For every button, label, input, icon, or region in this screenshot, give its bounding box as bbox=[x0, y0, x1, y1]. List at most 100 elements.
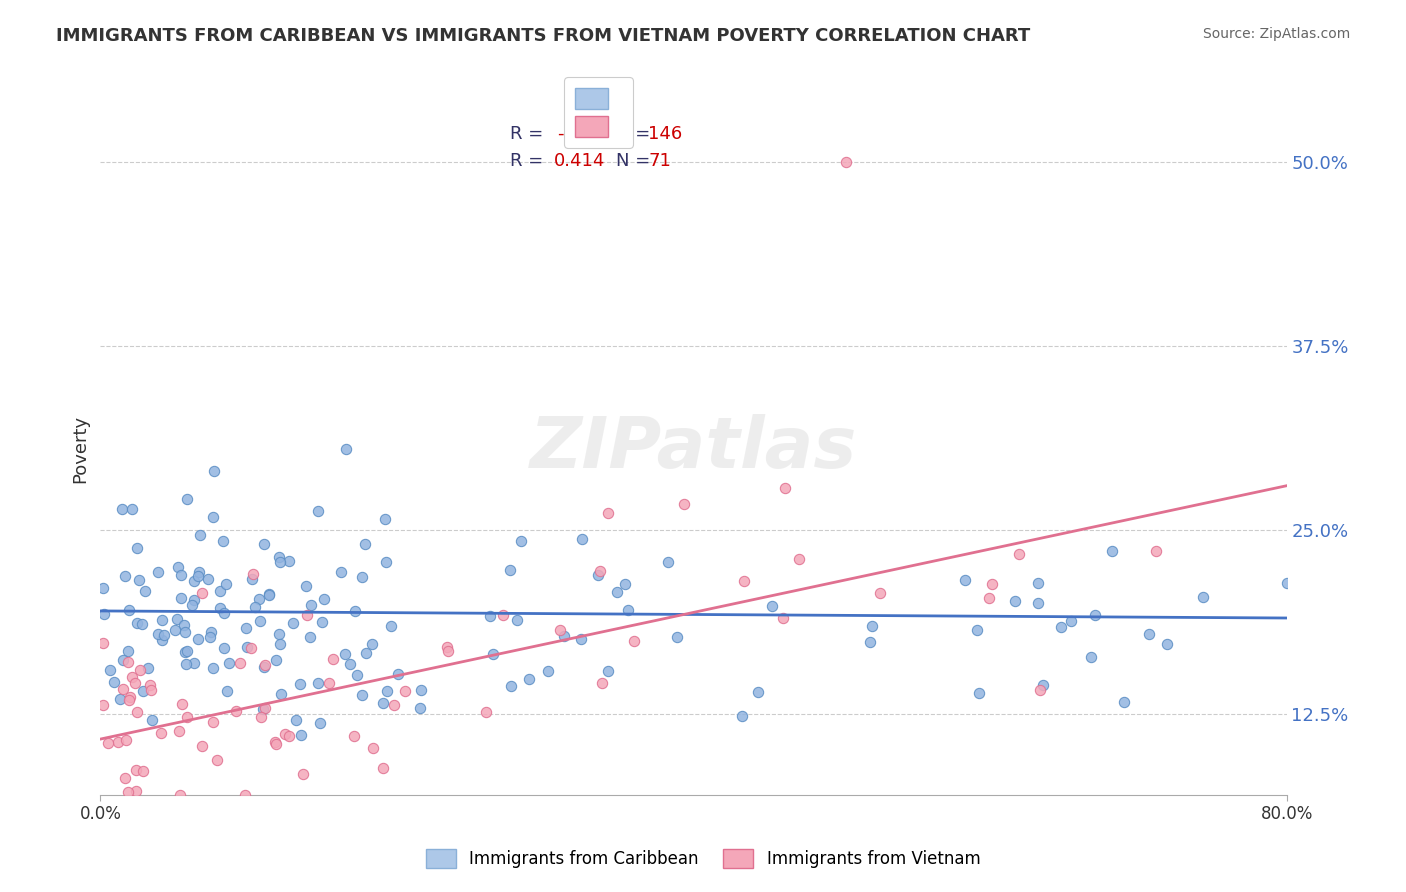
Point bbox=[117, 644, 139, 658]
Point bbox=[537, 665, 560, 679]
Point bbox=[91, 582, 114, 596]
Point bbox=[107, 735, 129, 749]
Point bbox=[183, 593, 205, 607]
Point bbox=[245, 599, 267, 614]
Point bbox=[501, 679, 523, 693]
Point bbox=[436, 640, 458, 654]
Point bbox=[1137, 626, 1160, 640]
Text: IMMIGRANTS FROM CARIBBEAN VS IMMIGRANTS FROM VIETNAM POVERTY CORRELATION CHART: IMMIGRANTS FROM CARIBBEAN VS IMMIGRANTS … bbox=[56, 27, 1031, 45]
Point bbox=[264, 737, 287, 751]
Point bbox=[191, 586, 214, 600]
Point bbox=[361, 740, 384, 755]
Point bbox=[371, 696, 394, 710]
Point bbox=[252, 537, 274, 551]
Point bbox=[761, 599, 783, 613]
Point bbox=[188, 528, 211, 542]
Point bbox=[380, 619, 402, 633]
Point bbox=[499, 563, 522, 577]
Point bbox=[506, 613, 529, 627]
Point bbox=[253, 657, 276, 672]
Point bbox=[517, 673, 540, 687]
Text: -0.015: -0.015 bbox=[557, 125, 614, 143]
Point bbox=[589, 564, 612, 578]
Point bbox=[860, 619, 883, 633]
Point bbox=[242, 566, 264, 581]
Text: 146: 146 bbox=[648, 125, 683, 143]
Point bbox=[966, 623, 988, 637]
Point bbox=[375, 555, 398, 569]
Point bbox=[672, 497, 695, 511]
Point bbox=[91, 698, 114, 712]
Point bbox=[598, 506, 620, 520]
Point bbox=[330, 565, 353, 579]
Point bbox=[212, 606, 235, 620]
Point bbox=[394, 684, 416, 698]
Y-axis label: Poverty: Poverty bbox=[72, 415, 89, 483]
Point bbox=[240, 572, 263, 586]
Point bbox=[202, 509, 225, 524]
Point bbox=[170, 591, 193, 606]
Point bbox=[1008, 547, 1031, 561]
Point bbox=[218, 657, 240, 671]
Point bbox=[141, 713, 163, 727]
Point bbox=[343, 729, 366, 743]
Point bbox=[314, 591, 336, 606]
Point bbox=[773, 482, 796, 496]
Point bbox=[548, 624, 571, 638]
Point bbox=[1101, 544, 1123, 558]
Point bbox=[269, 549, 291, 564]
Point bbox=[176, 491, 198, 506]
Point bbox=[374, 512, 396, 526]
Point bbox=[150, 613, 173, 627]
Point bbox=[270, 687, 292, 701]
Point bbox=[191, 739, 214, 753]
Point bbox=[285, 714, 308, 728]
Point bbox=[169, 788, 191, 802]
Point bbox=[257, 587, 280, 601]
Point bbox=[153, 628, 176, 642]
Point bbox=[228, 657, 250, 671]
Point bbox=[121, 502, 143, 516]
Point bbox=[127, 705, 149, 719]
Point bbox=[492, 607, 515, 622]
Point bbox=[183, 656, 205, 670]
Point bbox=[278, 554, 301, 568]
Point bbox=[174, 657, 197, 672]
Point bbox=[1050, 619, 1073, 633]
Point bbox=[290, 677, 312, 691]
Point bbox=[264, 653, 287, 667]
Point bbox=[290, 728, 312, 742]
Point bbox=[1156, 637, 1178, 651]
Point bbox=[269, 555, 291, 569]
Point bbox=[353, 537, 375, 551]
Point bbox=[598, 664, 620, 678]
Point bbox=[307, 503, 329, 517]
Point bbox=[409, 701, 432, 715]
Point bbox=[93, 607, 115, 622]
Point bbox=[174, 625, 197, 640]
Point bbox=[981, 576, 1004, 591]
Point bbox=[121, 670, 143, 684]
Point bbox=[152, 632, 174, 647]
Point bbox=[197, 572, 219, 586]
Point bbox=[967, 686, 990, 700]
Point bbox=[115, 732, 138, 747]
Point bbox=[1080, 650, 1102, 665]
Point bbox=[127, 541, 149, 555]
Point bbox=[482, 647, 505, 661]
Point bbox=[129, 663, 152, 677]
Point bbox=[354, 646, 377, 660]
Point bbox=[352, 570, 374, 584]
Point bbox=[118, 692, 141, 706]
Text: ZIPatlas: ZIPatlas bbox=[530, 415, 858, 483]
Point bbox=[277, 729, 299, 743]
Point bbox=[292, 766, 315, 780]
Text: R =: R = bbox=[509, 125, 548, 143]
Point bbox=[1144, 544, 1167, 558]
Point bbox=[187, 569, 209, 583]
Point bbox=[510, 534, 533, 549]
Point bbox=[747, 685, 769, 699]
Legend: Immigrants from Caribbean, Immigrants from Vietnam: Immigrants from Caribbean, Immigrants fr… bbox=[419, 842, 987, 875]
Point bbox=[295, 608, 318, 623]
Point bbox=[235, 621, 257, 635]
